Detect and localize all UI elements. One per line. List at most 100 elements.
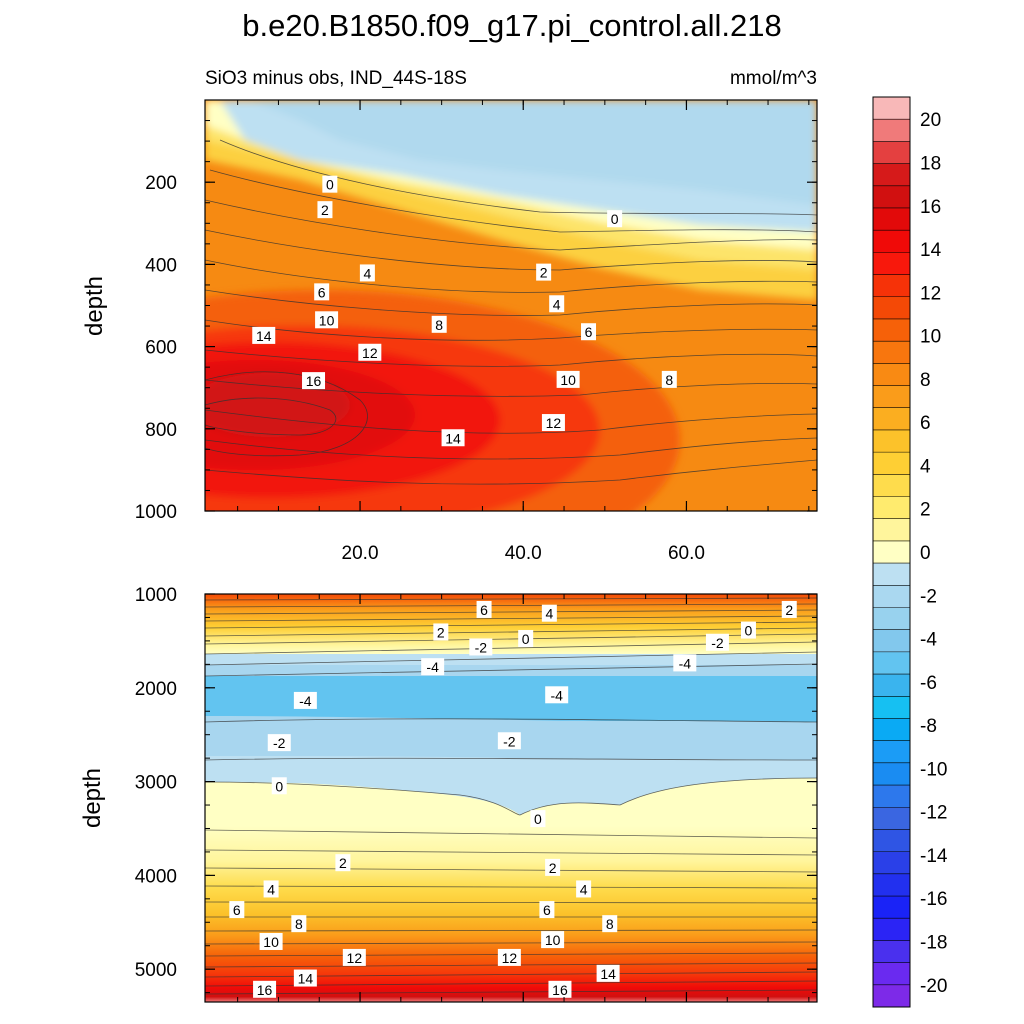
contour-label: -4	[673, 654, 697, 672]
colorbar-box	[873, 407, 910, 431]
colorbar-box	[873, 607, 910, 630]
contour-label: 8	[602, 915, 618, 933]
colorbar-tick-label: 4	[920, 456, 931, 477]
contour-label-bg	[740, 621, 756, 639]
colorbar-tick-label: 12	[920, 283, 941, 304]
contour-label-text: 8	[665, 372, 673, 388]
contour-label-bg	[673, 654, 697, 672]
contour-label-bg	[322, 175, 338, 193]
contour-label-bg	[576, 880, 592, 898]
colorbar-box	[873, 296, 910, 320]
contour-label: 6	[581, 323, 597, 341]
contour-label-bg	[267, 734, 291, 752]
contour-label: 10	[259, 932, 283, 950]
contour-label-text: -4	[550, 687, 563, 703]
contour-label: 4	[263, 880, 279, 898]
colorbar-tick-label: -16	[920, 889, 947, 910]
contour-label-text: 12	[347, 950, 363, 966]
contour-label-bg	[291, 915, 307, 933]
contour-label-text: 4	[545, 606, 553, 622]
colorbar-box	[873, 762, 910, 786]
contour-label-text: 8	[295, 916, 303, 932]
contour-label: 16	[253, 980, 277, 998]
contour-label-text: -4	[299, 693, 312, 709]
colorbar-box	[873, 119, 910, 142]
contour-label: 14	[252, 326, 276, 344]
colorbar-box	[873, 274, 910, 298]
colorbar-box	[873, 452, 910, 475]
contour-label-bg	[541, 931, 565, 949]
contour-label-bg	[259, 932, 283, 950]
contour-label: 14	[441, 429, 465, 447]
contour-label: -2	[705, 633, 729, 651]
colorbar-box	[873, 207, 910, 231]
contour-label-bg	[431, 315, 447, 333]
contour-label-bg	[602, 915, 618, 933]
colorbar-box	[873, 674, 910, 697]
colorbar-tick-label: -4	[920, 630, 937, 651]
colorbar-box	[873, 252, 910, 275]
y-tick-label: 200	[145, 173, 177, 194]
contour-label-bg	[549, 295, 565, 313]
x-tick-label: 20.0	[342, 543, 379, 564]
y-tick-label: 800	[145, 420, 177, 441]
contour-label-bg	[229, 901, 245, 919]
contour-label: 8	[431, 315, 447, 333]
contour-label-text: 6	[480, 602, 488, 618]
colorbar-box	[873, 185, 910, 209]
colorbar-box	[873, 230, 910, 253]
colorbar-box	[873, 807, 910, 830]
contour-label-text: 10	[545, 932, 561, 948]
contour-label-text: 12	[546, 415, 562, 431]
colorbar-box	[873, 341, 910, 364]
contour-label-text: -2	[273, 735, 286, 751]
contour-label-text: 2	[549, 860, 557, 876]
contour-label-bg	[497, 732, 521, 750]
colorbar-box	[873, 496, 910, 520]
contour-label: -2	[497, 732, 521, 750]
contour-label: 16	[548, 980, 572, 998]
contour-label-bg	[314, 283, 330, 301]
contour-label: 12	[541, 414, 565, 432]
colorbar-tick-label: 14	[920, 240, 942, 261]
y-tick-label: 4000	[135, 866, 177, 887]
contour-label: 4	[549, 295, 565, 313]
colorbar-box	[873, 629, 910, 653]
colorbar-box	[873, 851, 910, 875]
subtitle-right: mmol/m^3	[730, 68, 817, 89]
contour-label-text: 0	[611, 211, 619, 227]
contour-label: 12	[342, 948, 366, 966]
colorbar-box	[873, 518, 910, 542]
contour-label: 6	[476, 600, 492, 618]
colorbar-tick-label: -12	[920, 803, 947, 824]
colorbar-tick-label: 20	[920, 110, 941, 131]
contour-label-bg	[705, 633, 729, 651]
colorbar-box	[873, 984, 910, 1008]
colorbar-tick-label: -18	[920, 933, 947, 954]
bottom-contour-labels: 6 4 2 2 0 -2 0 -2 -4 -4 -4 -4 -2 -2 0 0 2 2 4 4 6 6 8 8 10 10 12 12…	[229, 600, 797, 998]
contour-label-text: 16	[306, 373, 322, 389]
colorbar-tick-label: 6	[920, 413, 931, 434]
contour-label-bg	[539, 901, 555, 919]
contour-label: 0	[322, 175, 338, 193]
contour-label: 2	[781, 600, 797, 618]
top-ylabel: depth	[81, 276, 108, 336]
contour-label-text: 6	[233, 902, 241, 918]
contour-label-text: 8	[435, 317, 443, 333]
contour-label-text: -4	[426, 659, 439, 675]
contour-label: 2	[536, 263, 552, 281]
y-tick-label: 3000	[135, 773, 177, 794]
contour-label: 10	[556, 370, 580, 388]
contour-label-bg	[518, 630, 534, 648]
contour-label: 4	[541, 604, 557, 622]
contour-label-bg	[661, 370, 677, 388]
colorbar-box	[873, 474, 910, 497]
contour-label-text: -2	[475, 639, 488, 655]
contour-label-bg	[271, 777, 287, 795]
contour-label: -2	[267, 734, 291, 752]
contour-label-text: 4	[363, 265, 371, 281]
contour-label-bg	[335, 854, 351, 872]
contour-label: 2	[433, 623, 449, 641]
